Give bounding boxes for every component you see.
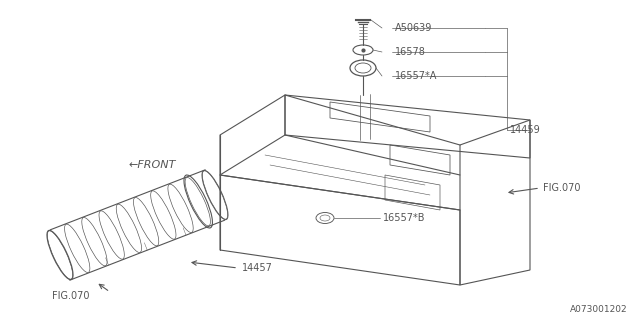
Text: 14457: 14457 <box>242 263 273 273</box>
Text: A50639: A50639 <box>395 23 433 33</box>
Text: 16578: 16578 <box>395 47 426 57</box>
Text: FIG.070: FIG.070 <box>52 291 90 301</box>
Text: 16557*A: 16557*A <box>395 71 437 81</box>
Text: ←FRONT: ←FRONT <box>128 160 176 170</box>
Text: 14459: 14459 <box>510 125 541 135</box>
Text: 16557*B: 16557*B <box>383 213 426 223</box>
Text: FIG.070: FIG.070 <box>543 183 580 193</box>
Text: A073001202: A073001202 <box>570 305 628 314</box>
